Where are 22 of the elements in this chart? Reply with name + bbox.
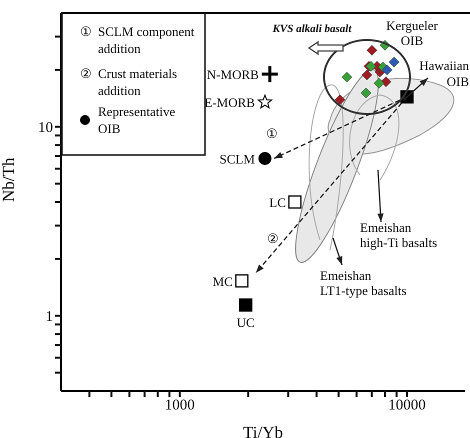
annotation: Emeishan high-Ti basalts: [360, 220, 438, 250]
x-tick-label: 10000: [388, 398, 426, 414]
annotation: Kergueler OIB: [386, 18, 439, 48]
series-label: MC: [212, 274, 233, 289]
annotation: ②: [267, 231, 279, 246]
annotation: KVS alkali basalt: [272, 23, 352, 35]
y-axis-title: Nb/Th: [0, 157, 18, 202]
annotation: ② Crust materials addition: [80, 66, 178, 98]
annotation: ①: [266, 126, 278, 141]
series-label: LC: [269, 195, 286, 210]
y-tick-label: 10: [38, 120, 53, 136]
y-tick-label: 1: [46, 309, 53, 326]
series-label: E-MORB: [204, 95, 256, 110]
x-tick-label: 1000: [164, 398, 195, 414]
series-label: SCLM: [220, 151, 256, 166]
annotation: Representative OIB: [98, 104, 176, 136]
series-label: UC: [236, 315, 255, 330]
series-label: N-MORB: [206, 67, 260, 82]
annotation: Emeishan LT1-type basalts: [320, 268, 407, 298]
series-label: Hawaiian OIB: [419, 58, 470, 89]
x-axis-title: Ti/Yb: [242, 423, 284, 438]
annotation: ① SCLM component addition: [80, 24, 195, 56]
